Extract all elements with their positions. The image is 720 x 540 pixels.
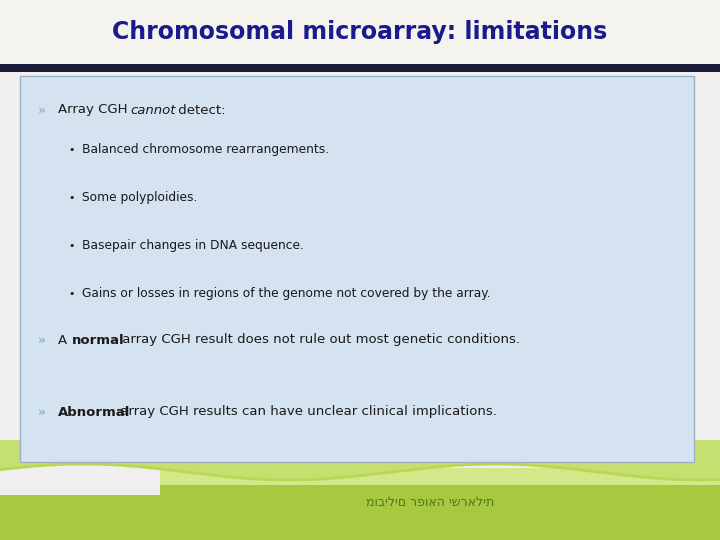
Text: normal: normal [72, 334, 125, 347]
Text: detect:: detect: [174, 104, 225, 117]
Text: array CGH results can have unclear clinical implications.: array CGH results can have unclear clini… [116, 406, 497, 419]
Text: cannot: cannot [130, 104, 176, 117]
Text: array CGH result does not rule out most genetic conditions.: array CGH result does not rule out most … [118, 334, 520, 347]
Text: »: » [38, 334, 46, 347]
Bar [0, 64, 720, 72]
Text: מובילים רפואה ישראלית: מובילים רפואה ישראלית [366, 496, 494, 509]
Text: »: » [38, 406, 46, 419]
Bar [0, 468, 720, 485]
Text: •: • [68, 241, 74, 251]
Text: Basepair changes in DNA sequence.: Basepair changes in DNA sequence. [82, 240, 304, 253]
Bar [0, 468, 720, 540]
Text: Array CGH: Array CGH [58, 104, 132, 117]
Text: •: • [68, 193, 74, 203]
Text: Abnormal: Abnormal [58, 406, 130, 419]
FancyBboxPatch shape [20, 76, 694, 462]
Text: •: • [68, 289, 74, 299]
Bar [0, 0, 720, 65]
Text: Some polyploidies.: Some polyploidies. [82, 192, 197, 205]
Bar [0, 468, 160, 495]
Text: Gains or losses in regions of the genome not covered by the array.: Gains or losses in regions of the genome… [82, 287, 490, 300]
Text: »: » [38, 104, 46, 117]
Text: Chromosomal microarray: limitations: Chromosomal microarray: limitations [112, 20, 608, 44]
Text: A: A [58, 334, 71, 347]
Text: Balanced chromosome rearrangements.: Balanced chromosome rearrangements. [82, 144, 329, 157]
Text: •: • [68, 145, 74, 155]
